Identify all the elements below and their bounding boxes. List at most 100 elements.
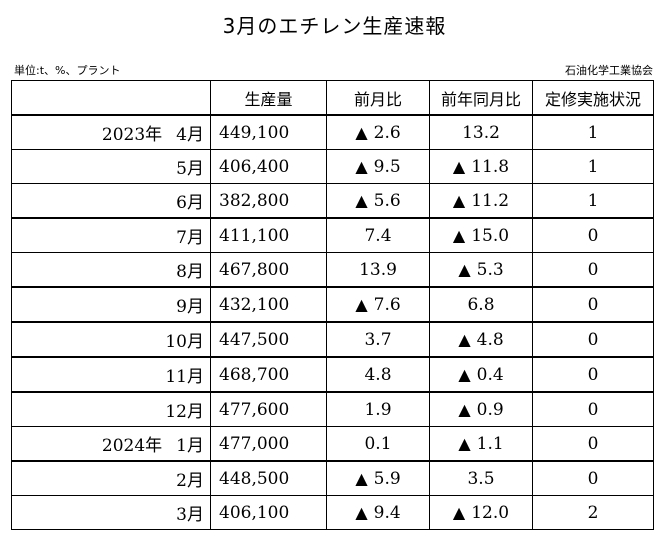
month-label: 12月: [165, 402, 204, 422]
source-note: 石油化学工業協会: [565, 64, 653, 77]
mom-cell: ▲ 5.6: [326, 183, 430, 219]
mom-cell: ▲ 5.9: [326, 460, 430, 496]
mom-cell: 0.1: [326, 426, 430, 462]
period-cell: 12月: [11, 391, 211, 427]
month-label: 9月: [176, 297, 204, 317]
yoy-cell-value: 15.0: [471, 225, 510, 246]
table-row: 2月 448,500 ▲ 5.9 3.5 0: [11, 460, 654, 496]
month-label: 7月: [176, 228, 204, 248]
table-row: 6月 382,800 ▲ 5.6 ▲ 11.2 1: [11, 183, 654, 219]
table-row: 12月 477,600 1.9 ▲ 0.9 0: [11, 391, 654, 427]
table-row: 5月 406,400 ▲ 9.5 ▲ 11.8 1: [11, 149, 654, 184]
period-cell: 2023年 4月: [11, 114, 211, 150]
decrease-triangle-icon: ▲: [458, 259, 471, 279]
production-cell: 406,100: [210, 495, 327, 530]
maintenance-cell: 0: [532, 460, 654, 496]
table-body: 2023年 4月 449,100 ▲ 2.6 13.2 1 5月 406,400 ▲ 9.5 ▲ 11.…: [11, 114, 654, 530]
yoy-cell: ▲ 4.8: [429, 321, 533, 358]
header-mom: 前月比: [326, 80, 430, 116]
production-cell: 447,500: [210, 321, 327, 358]
month-label: 5月: [176, 159, 204, 179]
decrease-triangle-icon: ▲: [355, 294, 368, 314]
yoy-cell: ▲ 15.0: [429, 217, 533, 253]
yoy-cell: 13.2: [429, 114, 533, 150]
production-cell: 449,100: [210, 114, 327, 150]
production-table: 生産量 前月比 前年同月比 定修実施状況 2023年 4月 449,100 ▲ 2.6 1…: [11, 80, 654, 530]
mom-cell: 13.9: [326, 252, 430, 288]
yoy-cell-value: 11.2: [471, 190, 510, 211]
production-cell: 467,800: [210, 252, 327, 288]
yoy-cell-value: 0.9: [476, 399, 504, 420]
maintenance-cell: 0: [532, 426, 654, 462]
decrease-triangle-icon: ▲: [458, 433, 471, 453]
decrease-triangle-icon: ▲: [458, 329, 471, 349]
page-title: 3月のエチレン生産速報: [222, 14, 447, 38]
table-row: 8月 467,800 13.9 ▲ 5.3 0: [11, 252, 654, 288]
yoy-cell: ▲ 0.9: [429, 391, 533, 427]
mom-cell: ▲ 2.6: [326, 114, 430, 150]
mom-cell-value: 4.8: [364, 364, 392, 385]
period-cell: 6月: [11, 183, 211, 219]
period-cell: 8月: [11, 252, 211, 288]
yoy-cell-value: 1.1: [476, 433, 504, 454]
month-label: 1月: [176, 436, 204, 456]
table-row: 2023年 4月 449,100 ▲ 2.6 13.2 1: [11, 114, 654, 150]
maintenance-cell: 1: [532, 183, 654, 219]
mom-cell-value: 1.9: [364, 399, 392, 420]
month-label: 2月: [176, 471, 204, 491]
header-maintenance: 定修実施状況: [532, 80, 654, 116]
maintenance-cell: 0: [532, 217, 654, 253]
production-cell: 477,000: [210, 426, 327, 462]
mom-cell-value: 7.4: [364, 225, 392, 246]
mom-cell-value: 9.5: [373, 156, 401, 177]
month-label: 11月: [165, 367, 204, 387]
maintenance-cell: 0: [532, 391, 654, 427]
period-cell: 7月: [11, 217, 211, 253]
mom-cell: 4.8: [326, 356, 430, 393]
yoy-cell: ▲ 11.8: [429, 149, 533, 184]
yoy-cell: ▲ 0.4: [429, 356, 533, 393]
yoy-cell: ▲ 5.3: [429, 252, 533, 288]
production-cell: 382,800: [210, 183, 327, 219]
maintenance-cell: 0: [532, 252, 654, 288]
table-row: 9月 432,100 ▲ 7.6 6.8 0: [11, 286, 654, 323]
header-yoy: 前年同月比: [429, 80, 533, 116]
mom-cell-value: 13.9: [359, 259, 397, 280]
period-cell: 9月: [11, 286, 211, 323]
yoy-cell-value: 0.4: [476, 364, 504, 385]
month-label: 10月: [165, 332, 204, 352]
production-cell: 468,700: [210, 356, 327, 393]
period-cell: 2024年 1月: [11, 426, 211, 462]
mom-cell-value: 5.9: [373, 468, 401, 489]
table-row: 10月 447,500 3.7 ▲ 4.8 0: [11, 321, 654, 358]
production-cell: 448,500: [210, 460, 327, 496]
yoy-cell-value: 13.2: [462, 122, 500, 143]
mom-cell: ▲ 9.5: [326, 149, 430, 184]
mom-cell: 1.9: [326, 391, 430, 427]
mom-cell-value: 7.6: [373, 294, 401, 315]
production-cell: 411,100: [210, 217, 327, 253]
month-label: 8月: [176, 262, 204, 282]
mom-cell-value: 9.4: [373, 502, 401, 523]
production-cell: 477,600: [210, 391, 327, 427]
period-cell: 11月: [11, 356, 211, 393]
mom-cell-value: 0.1: [364, 433, 392, 454]
yoy-cell: ▲ 1.1: [429, 426, 533, 462]
production-cell: 406,400: [210, 149, 327, 184]
yoy-cell: ▲ 12.0: [429, 495, 533, 530]
period-cell: 5月: [11, 149, 211, 184]
decrease-triangle-icon: ▲: [458, 399, 471, 419]
header-period: [11, 80, 211, 116]
maintenance-cell: 1: [532, 114, 654, 150]
decrease-triangle-icon: ▲: [355, 190, 368, 210]
production-cell: 432,100: [210, 286, 327, 323]
yoy-cell-value: 12.0: [471, 502, 510, 523]
yoy-cell: 6.8: [429, 286, 533, 323]
decrease-triangle-icon: ▲: [452, 225, 466, 245]
mom-cell-value: 2.6: [373, 122, 401, 143]
yoy-cell-value: 3.5: [467, 468, 495, 489]
decrease-triangle-icon: ▲: [452, 156, 466, 176]
yoy-cell-value: 11.8: [471, 156, 510, 177]
year-label: 2024年: [101, 436, 163, 456]
month-label: 6月: [176, 193, 204, 213]
